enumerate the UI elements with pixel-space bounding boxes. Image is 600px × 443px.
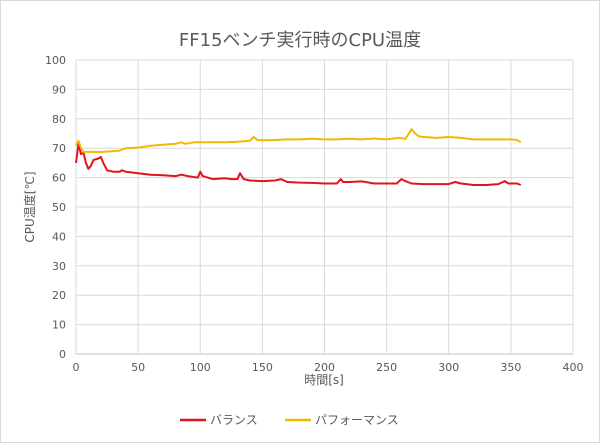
x-tick-label: 350 <box>500 361 521 374</box>
series-line-1 <box>75 142 522 186</box>
legend-label: パフォーマンス <box>315 413 399 427</box>
y-tick-label: 100 <box>45 54 66 67</box>
chart-title: FF15ベンチ実行時のCPU温度 <box>179 30 421 51</box>
series-line-2 <box>75 128 522 153</box>
x-tick-label: 150 <box>252 361 273 374</box>
x-tick-label: 100 <box>190 361 211 374</box>
legend-label: バランス <box>210 413 258 427</box>
x-tick-label: 400 <box>563 361 584 374</box>
x-tick-label: 0 <box>73 361 80 374</box>
y-tick-label: 90 <box>52 83 66 96</box>
x-tick-label: 250 <box>376 361 397 374</box>
y-tick-label: 20 <box>52 289 66 302</box>
y-tick-label: 80 <box>52 113 66 126</box>
y-tick-label: 10 <box>52 319 66 332</box>
legend: バランス パフォーマンス <box>180 413 399 427</box>
y-tick-label: 0 <box>59 348 66 361</box>
y-axis-label: CPU温度[℃] <box>22 171 37 242</box>
x-tick-label: 50 <box>131 361 145 374</box>
y-tick-label: 40 <box>52 230 66 243</box>
x-axis-label: 時間[s] <box>304 373 344 387</box>
x-tick-label: 200 <box>314 361 335 374</box>
y-tick-label: 50 <box>52 201 66 214</box>
y-tick-label: 60 <box>52 172 66 185</box>
x-tick-label: 300 <box>438 361 459 374</box>
y-tick-label: 70 <box>52 142 66 155</box>
y-tick-label: 30 <box>52 260 66 273</box>
